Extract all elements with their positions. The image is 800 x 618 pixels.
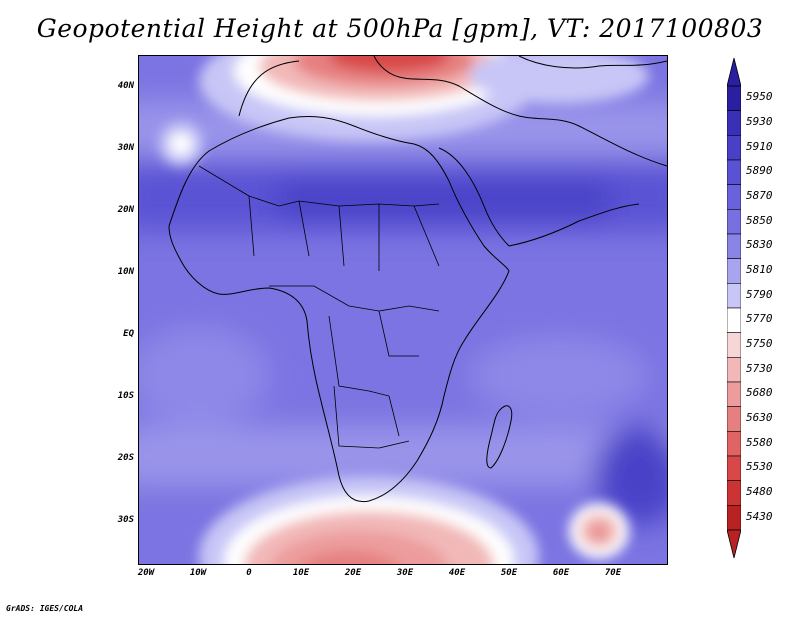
colorbar-label: 5830 (746, 238, 773, 252)
colorbar-cell (727, 406, 741, 432)
colorbar-label: 5850 (746, 213, 773, 227)
colorbar-label: 5750 (746, 337, 773, 350)
colorbar-label: 5870 (746, 189, 773, 202)
colorbar-label: 5530 (746, 460, 773, 474)
lat-label-30n: 30N (117, 143, 134, 153)
lat-label-10s: 10S (117, 391, 134, 401)
lon-label-70e: 70E (604, 568, 622, 578)
colorbar-cell (727, 332, 741, 358)
lon-label-60e: 60E (552, 568, 570, 578)
colorbar-cell (727, 110, 741, 136)
colorbar-cell (727, 135, 741, 161)
colorbar-label: 5770 (746, 312, 773, 326)
country-borders (198, 165, 440, 449)
colorbar-cell (727, 480, 741, 506)
colorbar-label: 5790 (746, 287, 773, 301)
colorbar-label: 5890 (746, 164, 773, 178)
lon-label-50e: 50E (500, 568, 518, 578)
lon-label-20e: 20E (344, 568, 362, 578)
colorbar-label: 5910 (746, 139, 773, 153)
colorbar (727, 58, 741, 558)
lat-label-30s: 30S (117, 515, 134, 525)
colorbar-label: 5430 (746, 509, 773, 523)
colorbar-cell (727, 307, 741, 333)
colorbar-cell (727, 357, 741, 383)
lon-label-10w: 10W (189, 568, 207, 578)
colorbar-label: 5930 (746, 115, 773, 128)
colorbar-cell (727, 455, 741, 481)
lat-label-eq: EQ (123, 329, 134, 339)
colorbar-label: 5680 (746, 386, 773, 400)
colorbar-cell (727, 85, 741, 111)
colorbar-top-arrow (727, 58, 741, 87)
colorbar-label: 5630 (746, 411, 773, 424)
colorbar-cell (727, 431, 741, 457)
lon-label-40e: 40E (448, 568, 466, 578)
lon-label-10e: 10E (292, 568, 310, 578)
map-panel[interactable] (138, 55, 668, 565)
lat-label-10n: 10N (117, 267, 134, 277)
colorbar-label: 5580 (746, 435, 773, 449)
colorbar-label: 5480 (746, 485, 773, 498)
colorbar-cell (727, 184, 741, 210)
colorbar-bottom-arrow (727, 529, 741, 558)
colorbar-cell (727, 258, 741, 284)
colorbar-cell (727, 233, 741, 259)
lat-label-20s: 20S (117, 453, 134, 463)
colorbar-label: 5810 (746, 263, 773, 276)
colorbar-label: 5950 (746, 90, 773, 104)
grads-credit: GrADS: IGES/COLA (6, 604, 84, 613)
colorbar-cell (727, 381, 741, 407)
lon-label-30e: 30E (396, 568, 414, 578)
colorbar-label: 5730 (746, 361, 773, 375)
colorbar-cell (727, 159, 741, 185)
lon-label-0: 0 (246, 568, 252, 578)
lat-label-40n: 40N (117, 81, 134, 91)
lat-label-20n: 20N (117, 205, 134, 215)
map-title: Geopotential Height at 500hPa [gpm], VT:… (36, 14, 764, 43)
colorbar-cell (727, 209, 741, 235)
lon-label-20w: 20W (137, 568, 155, 578)
coastline-outline (168, 56, 667, 503)
height-field-map (139, 56, 667, 564)
colorbar-cell (727, 283, 741, 309)
colorbar-cell (727, 505, 741, 531)
